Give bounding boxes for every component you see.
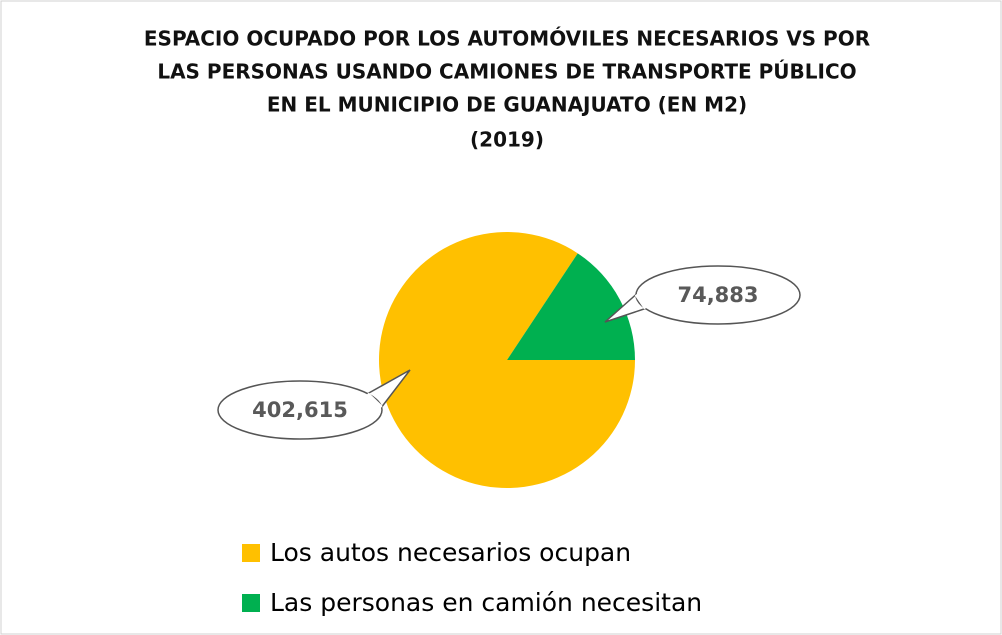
- data-label: 74,883: [677, 283, 758, 307]
- pie-slice: [507, 253, 635, 360]
- callout-tail: [604, 293, 646, 323]
- pie-slice: [379, 232, 635, 489]
- legend-label: Las personas en camión necesitan: [270, 588, 702, 617]
- legend-label: Los autos necesarios ocupan: [270, 538, 631, 567]
- chart-title: LAS PERSONAS USANDO CAMIONES DE TRANSPOR…: [157, 60, 856, 84]
- callout-join: [366, 392, 383, 409]
- callout-tail: [367, 369, 411, 408]
- data-label: 402,615: [252, 398, 348, 422]
- chart-title: (2019): [470, 128, 544, 152]
- callout-bubble: [217, 380, 383, 440]
- legend-swatch: [242, 594, 260, 612]
- chart-title: EN EL MUNICIPIO DE GUANAJUATO (EN M2): [267, 93, 747, 117]
- callout-join: [634, 293, 647, 310]
- legend-swatch: [242, 544, 260, 562]
- chart-title: ESPACIO OCUPADO POR LOS AUTOMÓVILES NECE…: [144, 27, 870, 51]
